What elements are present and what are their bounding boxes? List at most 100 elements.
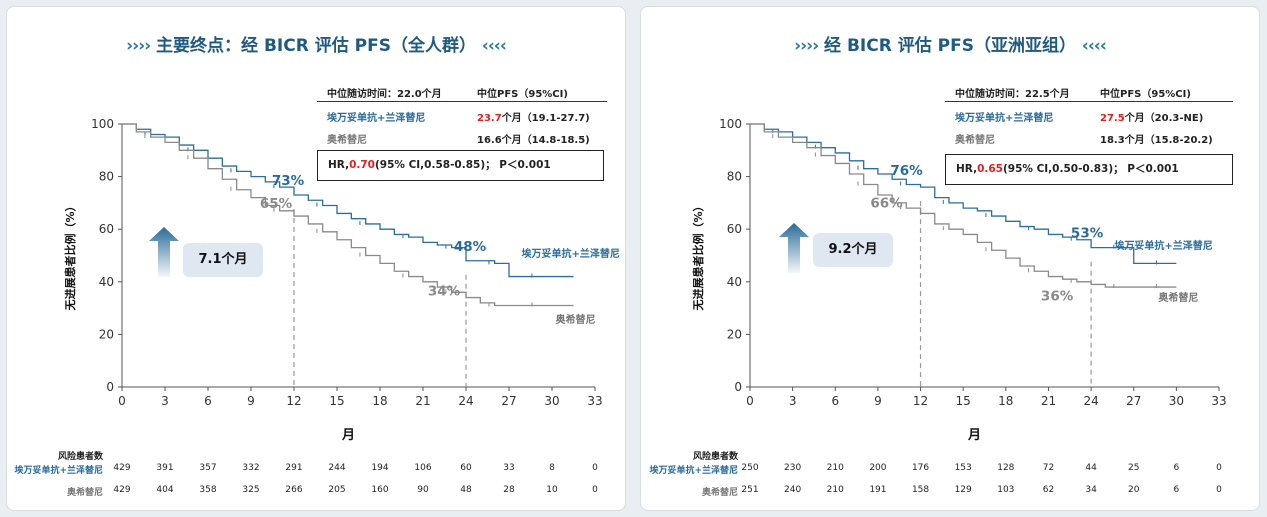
risk-cell: 106: [414, 463, 432, 473]
risk-cell: 250: [741, 463, 759, 473]
hr-ci-p: (95% CI,0.58-0.85)； P＜0.001: [374, 159, 551, 171]
panel-asian: ›››› 经 BICR 评估 PFS（亚洲亚组） ‹‹‹‹ 中位随访时间：22.…: [640, 6, 1260, 511]
arm2-median: 18.3个月（15.8-20.2): [1100, 135, 1213, 146]
hr-value: 0.70: [349, 159, 375, 171]
chart-title-text: 经 BICR 评估 PFS（亚洲亚组）: [824, 36, 1076, 56]
series-end-label: 奥希替尼: [1158, 291, 1198, 304]
risk-cell: 0: [592, 463, 598, 473]
risk-cell: 90: [417, 485, 429, 495]
arm1-median-ci: 个月（19.1-27.7): [501, 113, 590, 124]
hr-value: 0.65: [977, 163, 1003, 175]
risk-cell: 6: [1173, 485, 1180, 495]
risk-cell: 44: [1085, 463, 1097, 473]
risk-cell: 266: [285, 485, 303, 495]
survival-annotation: 76%: [890, 163, 923, 179]
risk-cell: 230: [784, 463, 802, 473]
chart-title-text: 主要终点：经 BICR 评估 PFS（全人群）: [156, 36, 476, 56]
risk-cell: 205: [328, 485, 346, 495]
hazard-ratio-box: HR,0.65(95% CI,0.50-0.83)； P＜0.001: [945, 154, 1233, 185]
risk-cell: 244: [328, 463, 346, 473]
hr-prefix: HR,: [956, 163, 978, 175]
pfs-gain-badge: 7.1个月: [183, 243, 263, 277]
risk-table-title: 风险患者数: [692, 452, 738, 462]
risk-cell: 153: [954, 463, 972, 473]
y-tick-label: 20: [99, 327, 114, 341]
x-tick-label: 15: [956, 394, 971, 408]
x-tick-label: 21: [415, 394, 430, 408]
arm1-median-ci: 个月（20.3-NE): [1124, 113, 1204, 124]
x-tick-label: 6: [204, 394, 212, 408]
x-tick-label: 6: [831, 394, 839, 408]
median-info-table: 中位随访时间：22.0个月 中位PFS（95%CI) 埃万妥单抗+兰泽替尼 23…: [317, 85, 607, 185]
x-tick-label: 33: [587, 394, 602, 408]
median-header: 中位PFS（95%CI): [477, 89, 568, 100]
risk-cell: 33: [503, 463, 515, 473]
survival-annotation: 73%: [272, 173, 305, 189]
x-tick-label: 12: [286, 394, 301, 408]
chevron-right-icon: ››››: [794, 36, 819, 56]
risk-cell: 404: [156, 485, 174, 495]
arm1-name: 埃万妥单抗+兰泽替尼: [955, 113, 1054, 124]
x-tick-label: 21: [1041, 394, 1056, 408]
panel-overall: ›››› 主要终点：经 BICR 评估 PFS（全人群） ‹‹‹‹ 中位随访时间…: [6, 6, 626, 511]
survival-annotation: 36%: [1041, 288, 1074, 304]
chart-title: ›››› 经 BICR 评估 PFS（亚洲亚组） ‹‹‹‹: [641, 31, 1259, 56]
km-curve-combo: [750, 123, 1177, 265]
risk-row-label: 奥希替尼: [66, 488, 103, 498]
risk-cell: 160: [371, 485, 389, 495]
risk-cell: 28: [503, 485, 515, 495]
x-axis-label: 月: [967, 428, 981, 443]
risk-cell: 25: [1127, 463, 1140, 473]
risk-cell: 72: [1042, 463, 1055, 473]
km-curve-combo: [122, 123, 574, 278]
x-tick-label: 30: [1169, 394, 1184, 408]
y-tick-label: 40: [727, 275, 742, 289]
chevron-right-icon: ››››: [126, 36, 151, 56]
x-tick-label: 30: [544, 394, 559, 408]
hr-prefix: HR,: [328, 159, 350, 171]
risk-row-label: 埃万妥单抗+兰泽替尼: [649, 466, 738, 476]
y-tick-label: 60: [99, 222, 114, 236]
risk-cell: 0: [1216, 463, 1222, 473]
risk-cell: 357: [199, 463, 217, 473]
series-end-label: 埃万妥单抗+兰泽替尼: [522, 247, 620, 260]
up-arrow-icon: [779, 223, 809, 273]
risk-table-title: 风险患者数: [57, 452, 103, 462]
arm1-median: 23.7个月（19.1-27.7): [477, 109, 590, 124]
y-tick-label: 80: [727, 170, 742, 184]
x-tick-label: 0: [746, 394, 754, 408]
risk-cell: 0: [1216, 485, 1222, 495]
x-tick-label: 24: [458, 394, 473, 408]
risk-table: 风险患者数 埃万妥单抗+兰泽替尼 250 230 210 200 176 153 128 72 44…: [641, 7, 1259, 510]
hazard-ratio-box: HR,0.70(95% CI,0.58-0.85)； P＜0.001: [317, 150, 604, 181]
arm1-name: 埃万妥单抗+兰泽替尼: [327, 113, 426, 124]
km-plot: 0 20 40 60 80 100 0 3 6 9 12 15 18 21 24 27 30 33 月 无进展患者比例…: [63, 117, 620, 443]
x-tick-label: 27: [1126, 394, 1141, 408]
risk-cell: 358: [199, 485, 217, 495]
risk-cell: 128: [997, 463, 1015, 473]
y-tick-label: 0: [106, 380, 114, 394]
median-info-table: 中位随访时间：22.5个月 中位PFS（95%CI) 埃万妥单抗+兰泽替尼 27…: [945, 85, 1233, 185]
risk-cell: 240: [784, 485, 802, 495]
hr-ci-p: (95% CI,0.50-0.83)； P＜0.001: [1002, 163, 1179, 175]
risk-cell: 8: [549, 463, 555, 473]
km-curve-osimertinib: [750, 123, 1177, 288]
table-rule: [945, 101, 1233, 102]
x-tick-label: 3: [161, 394, 169, 408]
y-tick-label: 40: [99, 275, 114, 289]
risk-cell: 210: [826, 485, 844, 495]
chevron-left-icon: ‹‹‹‹: [481, 36, 507, 56]
risk-cell: 48: [460, 485, 472, 495]
risk-cell: 391: [156, 463, 174, 473]
km-curve-osimertinib: [122, 123, 574, 307]
table-rule: [317, 101, 607, 102]
series-end-label: 奥希替尼: [556, 313, 596, 326]
arm1-median-value: 27.5: [1100, 113, 1125, 124]
x-tick-label: 18: [372, 394, 387, 408]
risk-cell: 103: [997, 485, 1015, 495]
arm2-name: 奥希替尼: [955, 135, 995, 146]
risk-cell: 60: [460, 463, 472, 473]
risk-cell: 291: [285, 463, 303, 473]
risk-cell: 176: [911, 463, 930, 473]
y-tick-label: 100: [91, 117, 114, 131]
